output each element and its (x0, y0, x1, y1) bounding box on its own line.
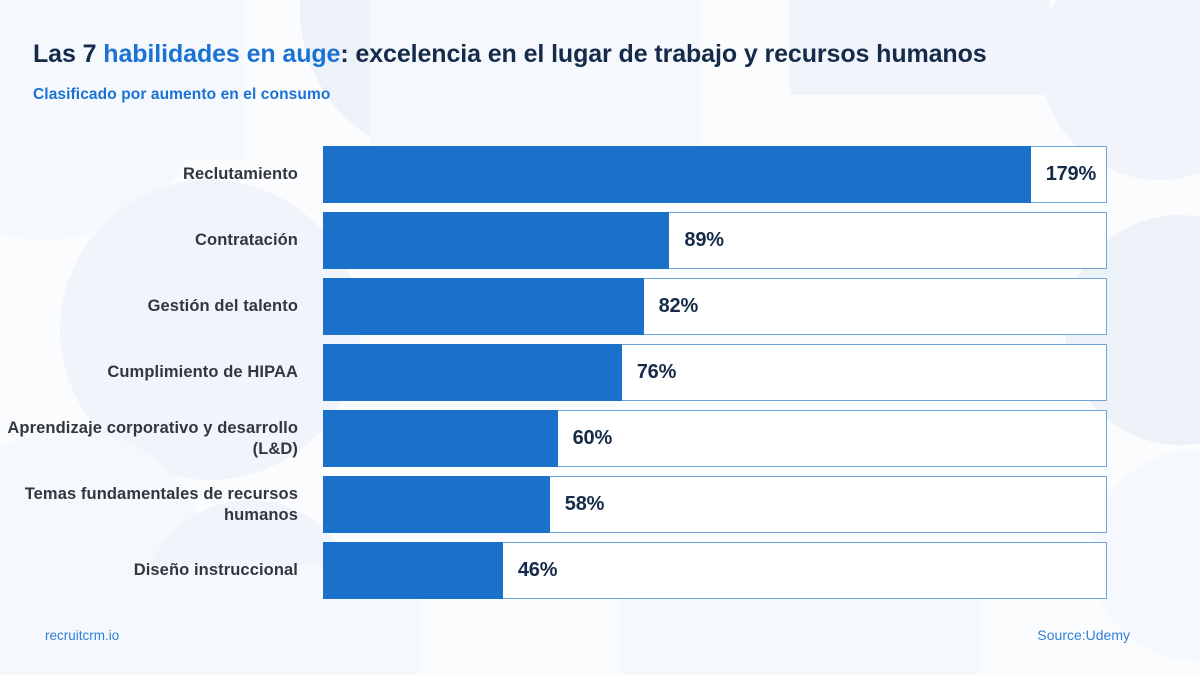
value-label: 76% (636, 361, 677, 383)
bar-track: 76% (323, 344, 1107, 401)
bar-chart: Reclutamiento 179% Contratación 89% Gestión … (0, 146, 1200, 608)
chart-row: Gestión del talento 82% (0, 278, 1200, 335)
page-subtitle: Clasificado por aumento en el consumo (33, 86, 331, 103)
category-label: Cumplimiento de HIPAA (107, 363, 298, 381)
source-label: Source:Udemy (1037, 627, 1130, 643)
value-label: 82% (658, 295, 699, 317)
chart-row: Aprendizaje corporativo y desarrollo (L&… (0, 410, 1200, 467)
category-label: Aprendizaje corporativo y desarrollo (L&… (7, 418, 298, 458)
value-label: 179% (1045, 163, 1097, 185)
bar-fill (323, 212, 670, 269)
bar-fill (323, 278, 644, 335)
chart-row: Reclutamiento 179% (0, 146, 1200, 203)
category-label: Diseño instruccional (133, 561, 298, 579)
bar-track: 179% (323, 146, 1107, 203)
chart-row: Contratación 89% (0, 212, 1200, 269)
bar-fill (323, 410, 558, 467)
bar-fill (323, 344, 622, 401)
bar-fill (323, 542, 503, 599)
bar-track: 89% (323, 212, 1107, 269)
category-label: Reclutamiento (183, 165, 298, 183)
bar-track: 58% (323, 476, 1107, 533)
value-label: 46% (517, 559, 558, 581)
title-segment-accent: habilidades en auge (103, 40, 341, 68)
bar-fill (323, 146, 1031, 203)
page-title: Las 7 habilidades en auge: excelencia en… (33, 38, 1173, 70)
value-label: 89% (684, 229, 724, 251)
title-segment-1: Las 7 (33, 40, 104, 68)
bar-fill (323, 476, 550, 533)
value-label: 58% (564, 493, 605, 515)
chart-row: Cumplimiento de HIPAA 76% (0, 344, 1200, 401)
chart-row: Diseño instruccional 46% (0, 542, 1200, 599)
header: Las 7 habilidades en auge: excelencia en… (33, 38, 1173, 104)
value-label: 60% (572, 427, 613, 449)
category-label: Temas fundamentales de recursos humanos (24, 484, 298, 524)
category-label: Contratación (195, 231, 298, 249)
brand-label: recruitcrm.io (45, 628, 120, 643)
category-label: Gestión del talento (147, 297, 298, 315)
bar-track: 82% (323, 278, 1107, 335)
title-segment-2: : excelencia en el lugar de trabajo y re… (340, 40, 987, 68)
bar-track: 60% (323, 410, 1107, 467)
bar-track: 46% (323, 542, 1107, 599)
chart-row: Temas fundamentales de recursos humanos 5… (0, 476, 1200, 533)
